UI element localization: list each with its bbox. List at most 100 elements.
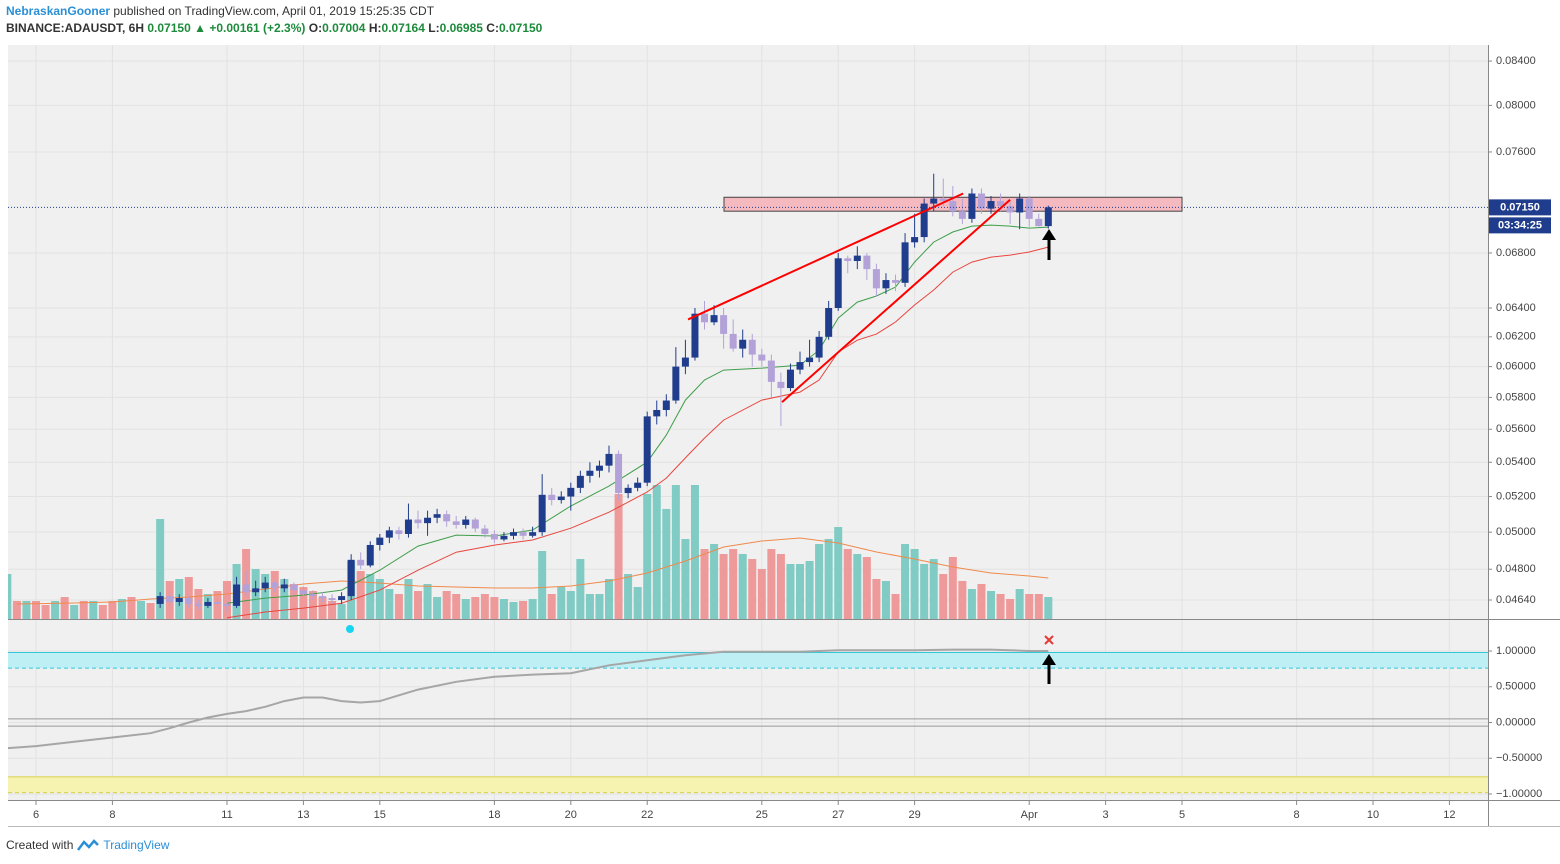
volume-bar: [22, 601, 31, 619]
candle-body: [290, 584, 298, 591]
y-tick-label: −1.00000: [1496, 788, 1542, 800]
x-tick-label: 5: [1179, 809, 1185, 821]
candle-body: [576, 475, 584, 488]
signal-dot: [346, 625, 354, 633]
volume-bar: [671, 485, 680, 619]
candle-body: [987, 201, 995, 209]
candle-body: [557, 496, 565, 501]
volume-bar: [442, 591, 451, 619]
open-label: O:: [308, 21, 323, 35]
volume-bar: [996, 594, 1005, 619]
last-price-box: [1489, 199, 1551, 216]
candle-body: [844, 258, 852, 261]
y-tick-label: 0.06800: [1496, 247, 1536, 259]
moving-average: [226, 224, 1049, 604]
volume-bar: [681, 539, 690, 619]
candle-body: [347, 559, 355, 597]
x-tick-label: 10: [1367, 809, 1379, 821]
volume-bar: [977, 584, 986, 619]
candle-body: [414, 519, 422, 524]
high: 0.07164: [381, 21, 425, 35]
volume-bar: [60, 597, 69, 619]
volume-bar: [948, 557, 957, 619]
candle-body: [309, 594, 317, 597]
volume-bar: [920, 564, 929, 619]
candle-body: [892, 280, 900, 283]
candle-body: [538, 494, 546, 533]
volume-bar: [108, 601, 117, 619]
x-tick-label: 27: [832, 809, 844, 821]
volume-bar: [70, 605, 79, 619]
y-tick-label: 0.00000: [1496, 716, 1536, 728]
y-tick-label: 1.00000: [1496, 645, 1536, 657]
candle-body: [213, 601, 221, 604]
volume-bar: [843, 549, 852, 619]
publish-line: NebraskanGooner published on TradingView…: [6, 4, 434, 18]
volume-bar: [958, 581, 967, 619]
candle-body: [567, 487, 575, 497]
candle-body: [834, 258, 842, 309]
candle-body: [500, 535, 508, 540]
volume-bar: [289, 584, 298, 619]
volume-bar: [1034, 594, 1043, 619]
volume-bar: [156, 519, 165, 619]
candle-body: [586, 470, 594, 476]
volume-bar: [987, 591, 996, 619]
candle-body: [615, 453, 623, 494]
volume-bar: [767, 549, 776, 619]
candle-body: [939, 198, 947, 202]
price-pane: [8, 45, 1488, 619]
x-tick-label: 12: [1443, 809, 1455, 821]
volume-bar: [385, 589, 394, 619]
candle-body: [977, 193, 985, 209]
symbol-line: BINANCE:ADAUSDT, 6H 0.07150 ▲ +0.00161 (…: [6, 21, 542, 35]
created-with: Created with: [6, 838, 74, 852]
volume-bar: [480, 594, 489, 619]
candle-body: [786, 369, 794, 389]
volume-bar: [509, 602, 518, 619]
y-tick-label: 0.06200: [1496, 331, 1536, 343]
x-tick-label: 13: [297, 809, 309, 821]
candle-body: [595, 465, 603, 471]
candle-body: [385, 530, 393, 538]
candle-body: [758, 354, 766, 361]
y-tick-label: 0.05200: [1496, 490, 1536, 502]
volume-bar: [776, 554, 785, 619]
candle-body: [366, 544, 374, 566]
volume-bar: [490, 597, 499, 619]
trendline: [687, 192, 964, 321]
volume-bar: [796, 564, 805, 619]
candle-body: [319, 596, 327, 599]
candle-body: [624, 487, 632, 494]
candle-body: [185, 598, 193, 604]
brand[interactable]: TradingView: [103, 838, 170, 852]
volume-bar: [748, 559, 757, 619]
axes: 6 8 11 13 15 18 20 22 25 27 29 Apr 3 5 8 10 12 0.08400 0.0…: [33, 55, 1551, 821]
indicator-pane: [8, 620, 1488, 800]
x-tick-label: 3: [1103, 809, 1109, 821]
band: [8, 776, 1488, 793]
indicator-line: [8, 648, 1049, 750]
volume-bar: [729, 549, 738, 619]
candle-body: [681, 357, 689, 367]
volume-bar: [585, 594, 594, 619]
candle-body: [338, 596, 346, 601]
y-tick-label: 0.08000: [1496, 99, 1536, 111]
trendline: [781, 199, 1011, 403]
candle-body: [462, 519, 470, 525]
candle-body: [261, 582, 269, 589]
author[interactable]: NebraskanGooner: [6, 4, 111, 18]
candle-body: [233, 584, 241, 606]
y-tick-label: 0.05400: [1496, 456, 1536, 468]
volume-bar: [356, 571, 365, 619]
low-label: L:: [428, 21, 440, 35]
volume-bar: [404, 579, 413, 619]
candle-body: [767, 360, 775, 382]
volume-bar: [223, 581, 232, 619]
candle-body: [433, 514, 441, 518]
volume-bar: [471, 597, 480, 619]
volume-bar: [519, 601, 528, 619]
volume-bar: [41, 605, 50, 619]
